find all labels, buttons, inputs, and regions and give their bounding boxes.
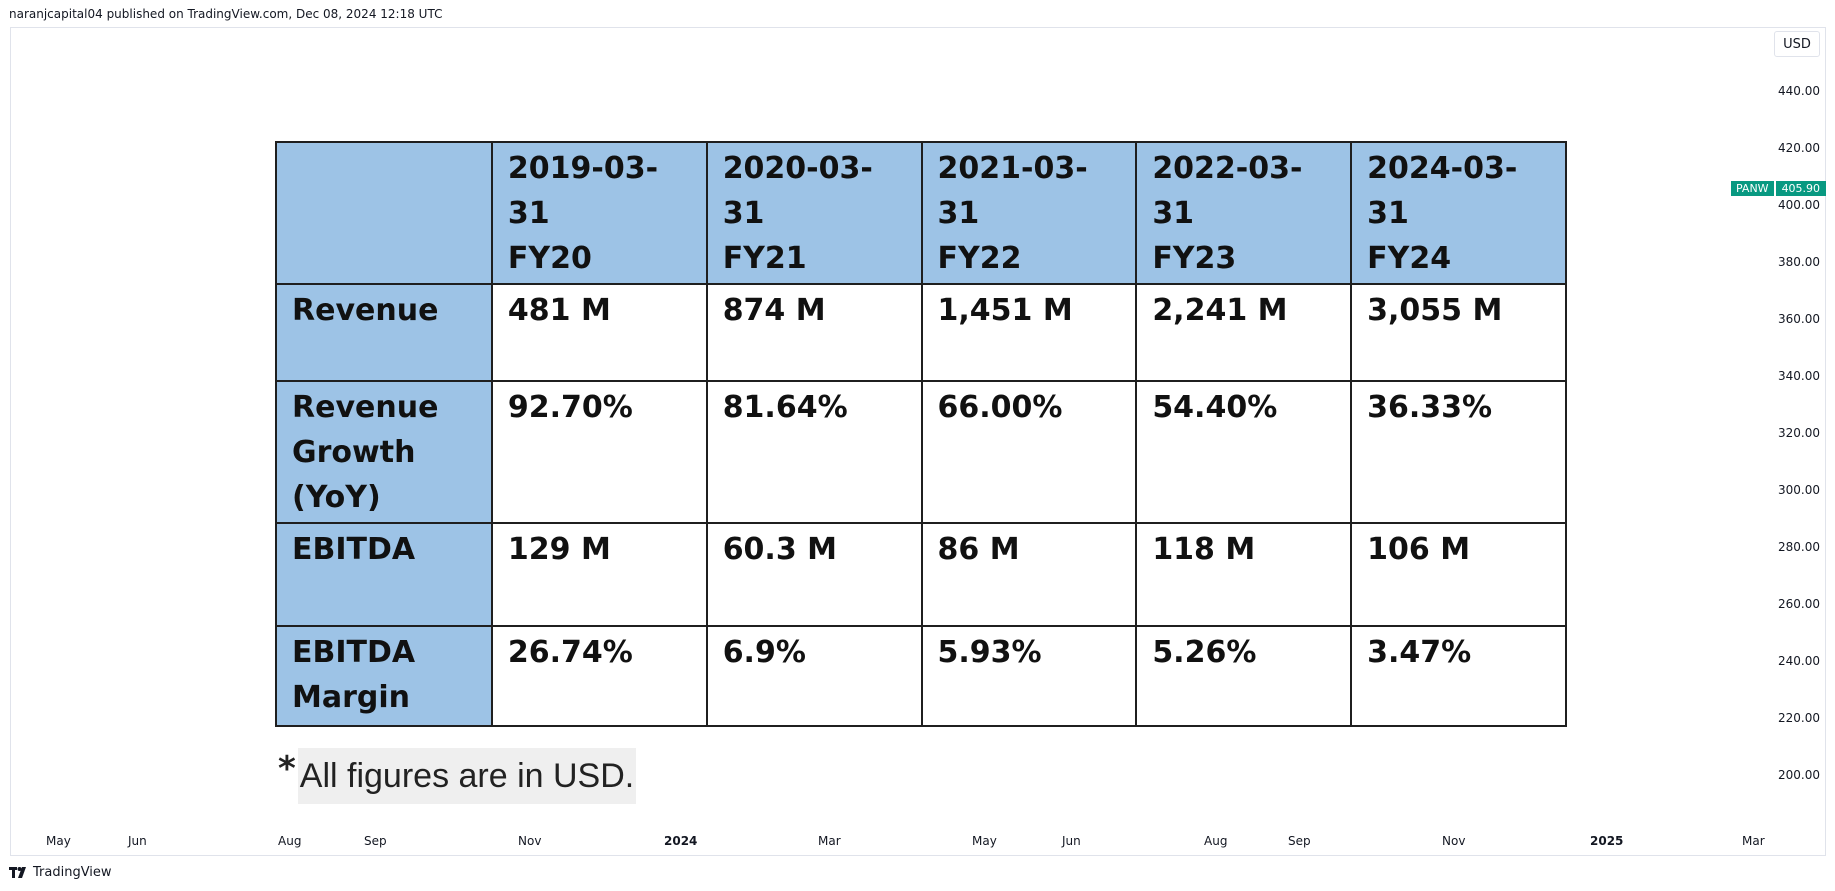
table-cell: 60.3 M xyxy=(705,522,923,627)
column-header: 2019-03-31 FY20 xyxy=(490,141,708,285)
table-cell: 54.40% xyxy=(1135,380,1353,524)
column-header: 2020-03-31 FY21 xyxy=(705,141,923,285)
table-cell: 129 M xyxy=(490,522,708,627)
row-label-line: EBITDA xyxy=(292,635,416,670)
time-label: Mar xyxy=(1742,834,1765,848)
time-label: Mar xyxy=(818,834,841,848)
column-header: 2024-03-31 FY24 xyxy=(1350,141,1567,285)
table-cell: 3,055 M xyxy=(1350,283,1567,382)
time-label: Sep xyxy=(364,834,387,848)
column-fiscal-year: FY21 xyxy=(722,241,807,276)
time-label: Jun xyxy=(128,834,147,848)
table-header-row: 2019-03-31 FY20 2020-03-31 FY21 2021-03-31 FY… xyxy=(275,141,1567,285)
table-cell: 36.33% xyxy=(1350,380,1567,524)
table-cell: 3.47% xyxy=(1350,625,1567,727)
table-corner-cell xyxy=(275,141,493,285)
row-label-line: Revenue xyxy=(292,390,439,425)
footnote-star: * xyxy=(278,749,296,789)
table-cell: 1,451 M xyxy=(920,283,1138,382)
ticker-price-badge: PANW 405.90 xyxy=(1731,181,1827,196)
row-label-line: Growth xyxy=(292,435,416,470)
financials-table: 2019-03-31 FY20 2020-03-31 FY21 2021-03-31 FY… xyxy=(275,141,1567,727)
row-label: Revenue xyxy=(275,283,493,382)
time-label: May xyxy=(972,834,997,848)
table-cell: 81.64% xyxy=(705,380,923,524)
column-date: 2024-03-31 xyxy=(1367,151,1518,231)
table-row: EBITDA Margin 26.74% 6.9% 5.93% 5.26% 3.47% xyxy=(275,625,1567,727)
table-cell: 26.74% xyxy=(490,625,708,727)
table-cell: 481 M xyxy=(490,283,708,382)
table-cell: 92.70% xyxy=(490,380,708,524)
row-label-line: EBITDA xyxy=(292,532,416,567)
row-label: EBITDA xyxy=(275,522,493,627)
footnote: * All figures are in USD. xyxy=(278,748,637,804)
column-date: 2021-03-31 xyxy=(937,151,1088,231)
column-fiscal-year: FY23 xyxy=(1152,241,1237,276)
ticker-symbol: PANW xyxy=(1731,181,1774,196)
table-cell: 66.00% xyxy=(920,380,1138,524)
column-date: 2022-03-31 xyxy=(1152,151,1303,231)
table-cell: 5.26% xyxy=(1135,625,1353,727)
ticker-price: 405.90 xyxy=(1775,181,1827,196)
column-fiscal-year: FY22 xyxy=(937,241,1022,276)
column-fiscal-year: FY24 xyxy=(1367,241,1452,276)
row-label-line: (YoY) xyxy=(292,480,381,515)
time-label: Sep xyxy=(1288,834,1311,848)
table-cell: 874 M xyxy=(705,283,923,382)
time-label: May xyxy=(46,834,71,848)
tradingview-brand[interactable]: TradingView xyxy=(9,865,112,880)
row-label-line: Revenue xyxy=(292,293,439,328)
table-cell: 118 M xyxy=(1135,522,1353,627)
column-date: 2019-03-31 xyxy=(507,151,659,231)
row-label-line: Margin xyxy=(292,680,411,715)
column-date: 2020-03-31 xyxy=(722,151,873,231)
time-label: Jun xyxy=(1062,834,1081,848)
time-label: Nov xyxy=(518,834,542,848)
table-cell: 6.9% xyxy=(705,625,923,727)
row-label: Revenue Growth (YoY) xyxy=(275,380,493,524)
table-cell: 86 M xyxy=(920,522,1138,627)
time-label: 2024 xyxy=(664,834,698,848)
time-label: 2025 xyxy=(1590,834,1624,848)
table-row: Revenue Growth (YoY) 92.70% 81.64% 66.00% 54.4… xyxy=(275,380,1567,524)
published-info: naranjcapital04 published on TradingView… xyxy=(9,7,443,21)
table-row: Revenue 481 M 874 M 1,451 M 2,241 M 3,055 M xyxy=(275,283,1567,382)
column-fiscal-year: FY20 xyxy=(507,241,592,276)
row-label: EBITDA Margin xyxy=(275,625,493,727)
currency-button[interactable]: USD xyxy=(1774,31,1820,57)
time-label: Nov xyxy=(1442,834,1466,848)
table-cell: 5.93% xyxy=(920,625,1138,727)
table-cell: 2,241 M xyxy=(1135,283,1353,382)
table-row: EBITDA 129 M 60.3 M 86 M 118 M 106 M xyxy=(275,522,1567,627)
time-label: Aug xyxy=(1204,834,1228,848)
table-cell: 106 M xyxy=(1350,522,1567,627)
footnote-text: All figures are in USD. xyxy=(297,748,637,804)
column-header: 2022-03-31 FY23 xyxy=(1135,141,1353,285)
tradingview-logo-icon xyxy=(9,867,26,878)
chart-pane[interactable] xyxy=(10,27,1826,856)
time-label: Aug xyxy=(278,834,302,848)
brand-name: TradingView xyxy=(33,865,112,880)
column-header: 2021-03-31 FY22 xyxy=(920,141,1138,285)
